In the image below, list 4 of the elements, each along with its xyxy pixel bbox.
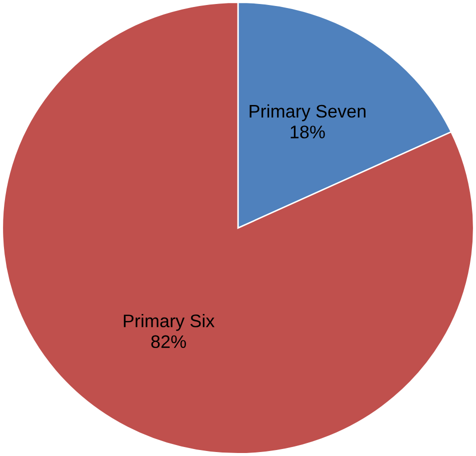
data-label: 18% — [290, 126, 325, 138]
data-label: 82% — [151, 335, 186, 348]
slice-label: Primary Six — [124, 314, 215, 331]
slice-label: Primary Seven — [250, 104, 366, 122]
